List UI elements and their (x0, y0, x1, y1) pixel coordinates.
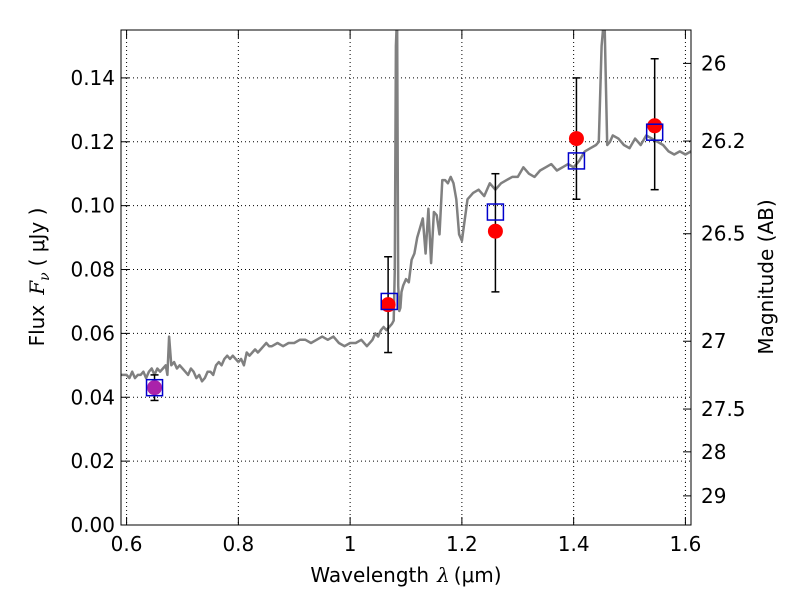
observed-point (487, 223, 503, 239)
spectrum-line (121, 30, 691, 383)
y-tick-label: 0.02 (70, 449, 115, 473)
model-point (486, 203, 505, 221)
y2-tick-label: 26 (701, 51, 726, 75)
observed-point (568, 131, 584, 147)
model-point (567, 152, 586, 170)
tick-layer: 0.6 0.8 1 1.2 1.4 1.6 0.00 0.02 0.04 0.06 0.08 0.10… (70, 30, 746, 556)
model-point (380, 292, 398, 311)
plot-frame (120, 29, 692, 526)
x-tick-label: 1.6 (670, 532, 702, 556)
y2-axis-label: Magnitude (AB) (754, 199, 778, 354)
y2-tick-label: 27 (701, 329, 726, 353)
y2-tick-label: 28 (701, 440, 726, 464)
observed-point (380, 297, 396, 313)
x-tick-label: 1 (344, 532, 357, 556)
marker-layer (145, 57, 664, 402)
model-point (645, 123, 664, 141)
model-point (145, 378, 164, 397)
y2-tick-label: 26.2 (701, 129, 746, 153)
y-tick-label: 0.10 (70, 194, 115, 218)
y-tick-label: 0.04 (70, 385, 115, 409)
y-tick-label: 0.08 (70, 258, 115, 282)
x-tick-label: 1.2 (446, 532, 478, 556)
x-tick-label: 1.4 (558, 532, 590, 556)
y-tick-label: 0.14 (70, 66, 115, 90)
x-tick-label: 0.8 (222, 532, 254, 556)
x-axis-label: Wavelength λ (μm) (310, 563, 501, 587)
y2-tick-label: 27.5 (701, 397, 746, 421)
y-tick-label: 0.12 (70, 130, 115, 154)
y2-tick-label: 26.5 (701, 222, 746, 246)
observed-point (147, 380, 163, 396)
y-tick-label: 0.00 (70, 513, 115, 537)
observed-point (647, 118, 663, 134)
y-axis-label: FluxFν( μJy ) (25, 208, 53, 347)
y2-tick-label: 29 (701, 484, 726, 508)
y-tick-label: 0.06 (70, 321, 115, 345)
x-tick-label: 0.6 (111, 532, 143, 556)
spectrum-layer (121, 30, 691, 383)
